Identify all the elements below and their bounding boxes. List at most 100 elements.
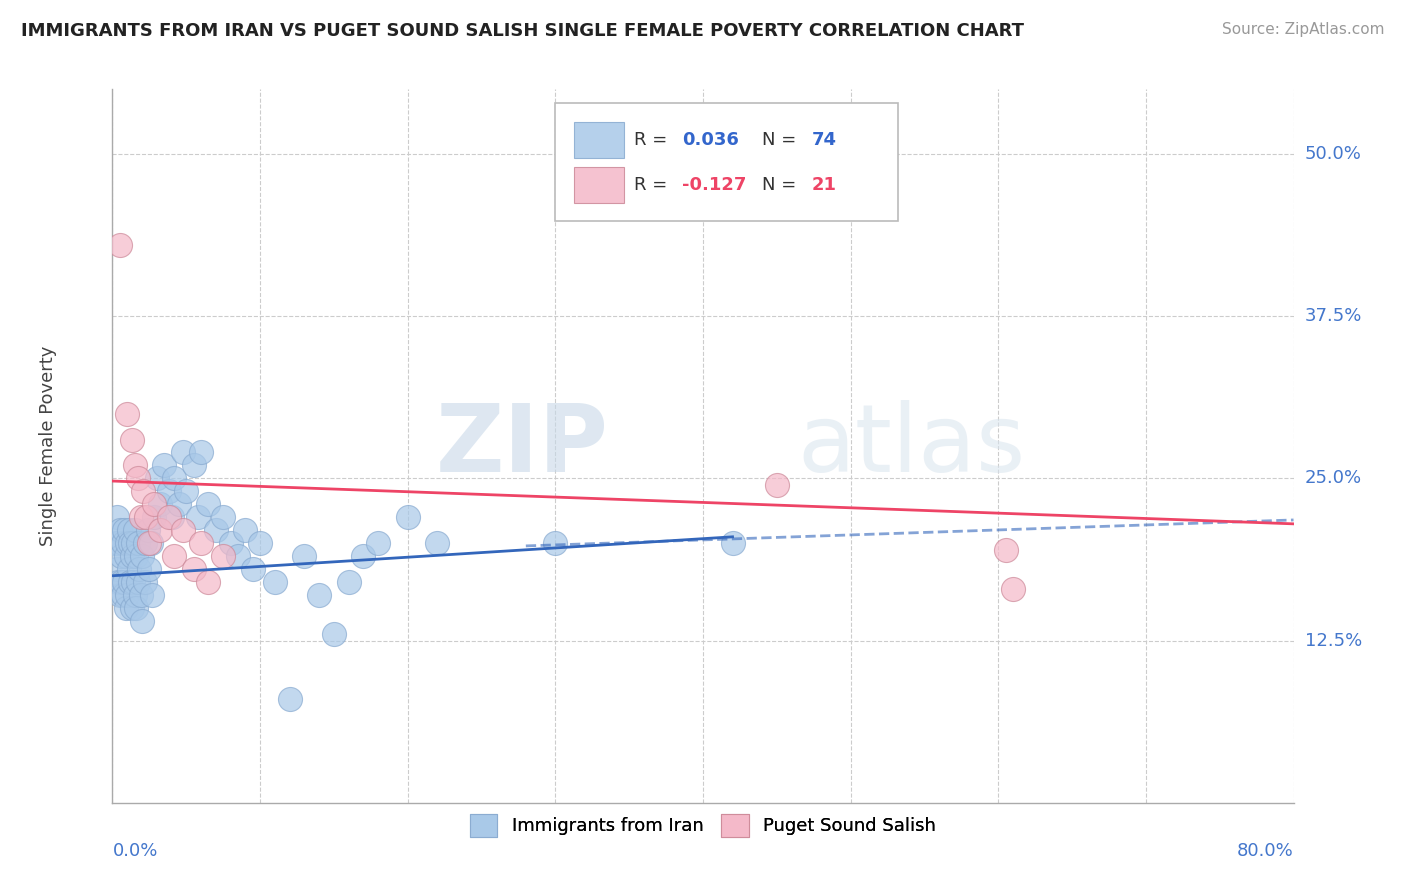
Point	[127, 471, 149, 485]
Point	[242, 562, 264, 576]
Text: Source: ZipAtlas.com: Source: ZipAtlas.com	[1222, 22, 1385, 37]
Point	[105, 510, 128, 524]
Point	[138, 536, 160, 550]
Point	[132, 484, 155, 499]
Point	[1001, 582, 1024, 596]
Point	[183, 458, 205, 473]
Point	[120, 575, 142, 590]
Text: R =: R =	[634, 176, 673, 194]
Point	[108, 588, 131, 602]
Text: N =: N =	[762, 131, 801, 149]
Point	[337, 575, 360, 590]
Point	[121, 433, 143, 447]
Point	[205, 524, 228, 538]
Point	[141, 588, 163, 602]
Point	[142, 497, 165, 511]
Point	[104, 536, 127, 550]
Text: 37.5%: 37.5%	[1305, 307, 1362, 326]
Text: Single Female Poverty: Single Female Poverty	[38, 346, 56, 546]
Point	[111, 588, 134, 602]
Point	[122, 575, 145, 590]
Point	[105, 562, 128, 576]
Point	[127, 575, 149, 590]
Point	[107, 536, 129, 550]
Point	[426, 536, 449, 550]
Point	[212, 510, 235, 524]
Point	[111, 536, 134, 550]
Point	[172, 445, 194, 459]
Point	[134, 575, 156, 590]
Text: 50.0%: 50.0%	[1305, 145, 1361, 163]
Point	[157, 510, 180, 524]
Point	[174, 484, 197, 499]
Text: 0.0%: 0.0%	[112, 842, 157, 860]
FancyBboxPatch shape	[555, 103, 898, 221]
Text: atlas: atlas	[797, 400, 1026, 492]
Point	[114, 601, 136, 615]
Point	[124, 588, 146, 602]
Text: 25.0%: 25.0%	[1305, 469, 1362, 487]
Point	[146, 471, 169, 485]
Point	[139, 536, 162, 550]
Point	[110, 549, 132, 564]
Point	[121, 601, 143, 615]
Point	[107, 575, 129, 590]
Text: N =: N =	[762, 176, 801, 194]
Point	[149, 524, 172, 538]
Text: 12.5%: 12.5%	[1305, 632, 1362, 649]
Point	[249, 536, 271, 550]
Point	[122, 536, 145, 550]
Point	[110, 575, 132, 590]
Point	[264, 575, 287, 590]
Point	[367, 536, 389, 550]
Point	[153, 458, 176, 473]
Point	[117, 588, 138, 602]
Point	[292, 549, 315, 564]
Point	[136, 524, 159, 538]
Point	[197, 575, 219, 590]
Point	[149, 497, 172, 511]
Point	[125, 601, 148, 615]
Point	[142, 510, 165, 524]
Text: IMMIGRANTS FROM IRAN VS PUGET SOUND SALISH SINGLE FEMALE POVERTY CORRELATION CHA: IMMIGRANTS FROM IRAN VS PUGET SOUND SALI…	[21, 22, 1024, 40]
Text: R =: R =	[634, 131, 673, 149]
Point	[994, 542, 1017, 557]
Point	[117, 536, 138, 550]
Point	[120, 536, 142, 550]
Point	[138, 562, 160, 576]
Point	[125, 549, 148, 564]
Point	[117, 407, 138, 421]
Point	[118, 524, 141, 538]
Point	[544, 536, 567, 550]
Point	[190, 445, 212, 459]
Point	[323, 627, 346, 641]
Point	[160, 510, 183, 524]
Text: 74: 74	[811, 131, 837, 149]
Legend: Immigrants from Iran, Puget Sound Salish: Immigrants from Iran, Puget Sound Salish	[463, 807, 943, 844]
Point	[157, 484, 180, 499]
Point	[226, 549, 249, 564]
Point	[163, 549, 186, 564]
Point	[233, 524, 256, 538]
FancyBboxPatch shape	[574, 167, 624, 202]
Point	[278, 692, 301, 706]
Point	[163, 471, 186, 485]
Point	[118, 562, 141, 576]
Point	[124, 458, 146, 473]
Point	[190, 536, 212, 550]
Text: -0.127: -0.127	[682, 176, 747, 194]
Point	[124, 524, 146, 538]
Point	[197, 497, 219, 511]
Point	[114, 549, 136, 564]
Point	[212, 549, 235, 564]
Point	[183, 562, 205, 576]
Point	[112, 575, 135, 590]
Point	[121, 549, 143, 564]
Point	[219, 536, 242, 550]
Point	[134, 536, 156, 550]
Text: 80.0%: 80.0%	[1237, 842, 1294, 860]
Point	[129, 588, 152, 602]
Text: 21: 21	[811, 176, 837, 194]
Point	[721, 536, 744, 550]
Point	[112, 524, 135, 538]
